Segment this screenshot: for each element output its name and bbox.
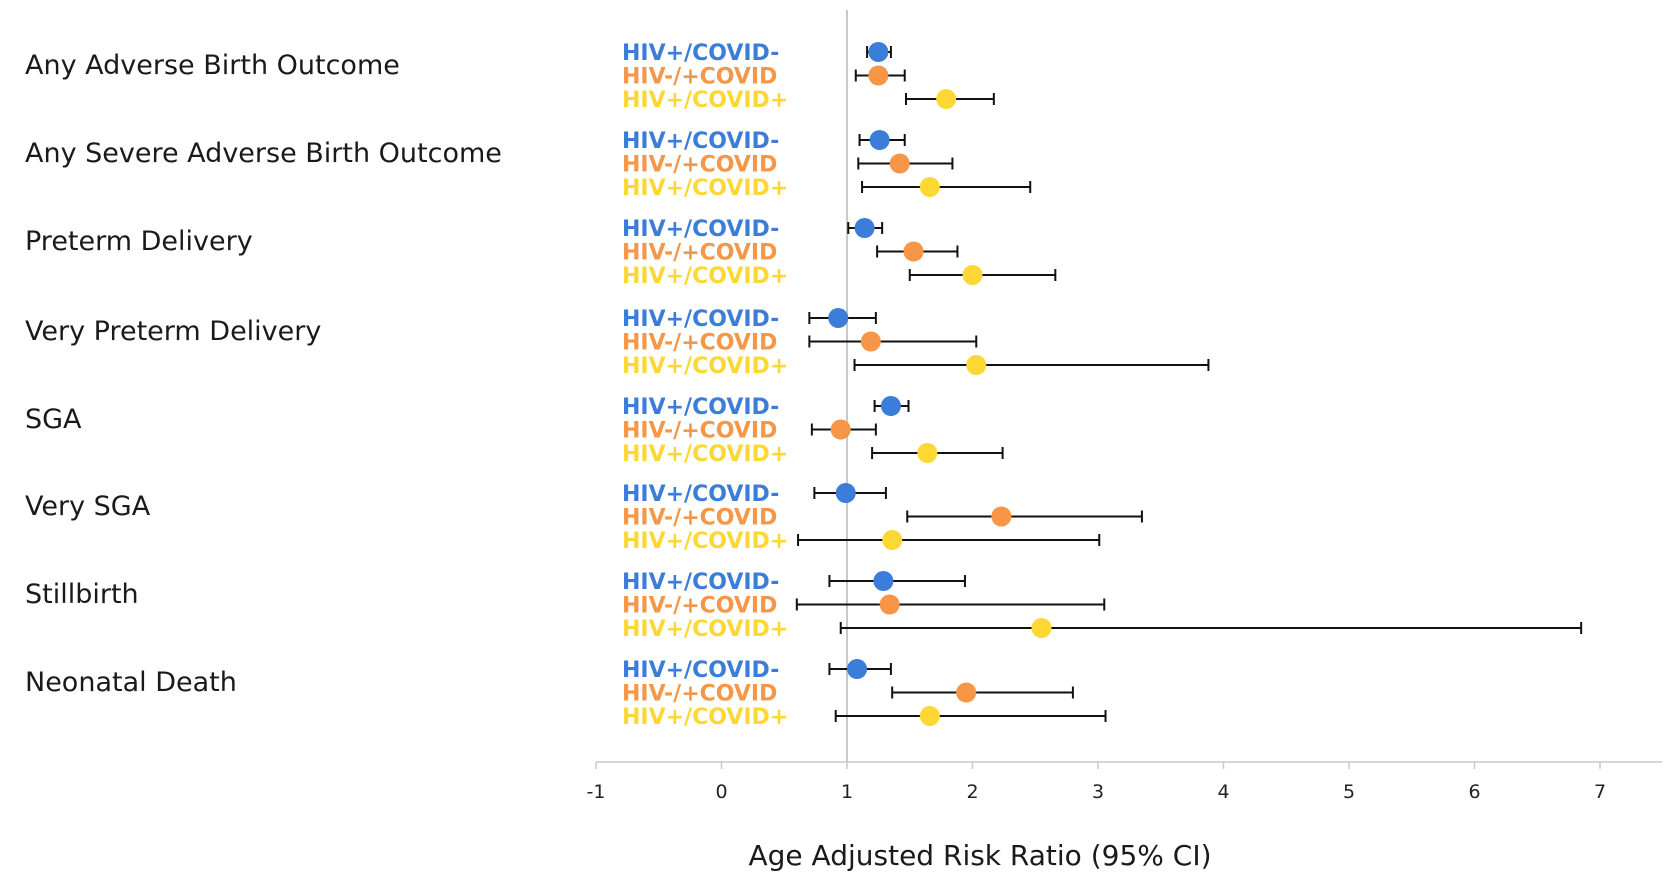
point-estimate	[835, 483, 856, 503]
outcome-labels: Any Adverse Birth Outcome Any Severe Adve…	[25, 50, 502, 698]
x-tick-label: 4	[1217, 781, 1229, 803]
group-label: HIV+/COVID-	[622, 395, 779, 420]
point-estimate	[879, 594, 900, 615]
group-label: HIV-/+COVID	[622, 331, 777, 356]
x-tick-label: 0	[715, 781, 727, 803]
x-tick-label: 7	[1594, 781, 1606, 803]
point-estimate	[882, 530, 903, 550]
point-estimate	[917, 443, 938, 463]
point-estimate	[956, 682, 977, 703]
group-label: HIV+/COVID+	[622, 354, 788, 379]
point-estimate	[828, 308, 849, 328]
group-label: HIV+/COVID-	[622, 570, 779, 595]
point-estimate	[919, 177, 940, 197]
point-estimate	[880, 396, 901, 416]
group-label: HIV-/+COVID	[622, 506, 777, 531]
point-estimate	[962, 265, 983, 285]
point-estimate	[847, 659, 868, 679]
group-label: HIV+/COVID+	[622, 88, 788, 113]
point-estimate	[868, 65, 889, 86]
point-estimate	[1031, 618, 1052, 638]
x-tick-label: 2	[966, 781, 978, 803]
point-estimate	[889, 153, 910, 174]
point-estimate	[868, 42, 889, 62]
group-label: HIV+/COVID+	[622, 617, 788, 642]
point-estimate	[919, 706, 940, 726]
point-estimate	[966, 355, 987, 375]
point-estimate	[991, 506, 1012, 527]
x-tick-label: 5	[1343, 781, 1355, 803]
outcome-label: SGA	[25, 404, 82, 435]
x-axis-title: Age Adjusted Risk Ratio (95% CI)	[749, 839, 1212, 872]
point-estimate	[873, 571, 894, 591]
group-label: HIV+/COVID+	[622, 529, 788, 554]
group-label: HIV-/+COVID	[622, 594, 777, 619]
group-label: HIV+/COVID-	[622, 217, 779, 242]
group-label: HIV-/+COVID	[622, 65, 777, 90]
group-label: HIV+/COVID+	[622, 442, 788, 467]
point-estimate	[860, 331, 881, 352]
x-tick-label: -1	[587, 781, 606, 803]
group-label: HIV+/COVID-	[622, 658, 779, 683]
group-label: HIV-/+COVID	[622, 241, 777, 266]
outcome-label: Stillbirth	[25, 579, 139, 610]
group-label: HIV-/+COVID	[622, 682, 777, 707]
point-estimate	[854, 218, 875, 238]
group-label: HIV+/COVID-	[622, 41, 779, 66]
x-axis: -1 0 1 2 3 4 5 6 7	[587, 761, 1662, 803]
group-label: HIV+/COVID+	[622, 176, 788, 201]
outcome-label: Neonatal Death	[25, 667, 237, 698]
point-estimate	[936, 89, 957, 109]
group-label: HIV-/+COVID	[622, 419, 777, 444]
outcome-label: Any Severe Adverse Birth Outcome	[25, 138, 502, 169]
point-estimate	[903, 241, 924, 262]
group-label: HIV+/COVID+	[622, 705, 788, 730]
group-label: HIV+/COVID+	[622, 264, 788, 289]
outcome-label: Preterm Delivery	[25, 226, 253, 257]
group-label: HIV+/COVID-	[622, 129, 779, 154]
group-label: HIV-/+COVID	[622, 153, 777, 178]
group-label: HIV+/COVID-	[622, 307, 779, 332]
data-marks	[795, 42, 1583, 726]
x-tick-label: 3	[1092, 781, 1104, 803]
outcome-label: Very Preterm Delivery	[25, 316, 321, 347]
point-estimate	[830, 419, 851, 440]
x-tick-label: 6	[1468, 781, 1480, 803]
group-label: HIV+/COVID-	[622, 482, 779, 507]
outcome-label: Very SGA	[25, 491, 151, 522]
point-estimate	[869, 130, 890, 150]
group-labels: HIV+/COVID-HIV-/+COVIDHIV+/COVID+HIV+/CO…	[622, 41, 788, 730]
x-tick-label: 1	[841, 781, 853, 803]
outcome-label: Any Adverse Birth Outcome	[25, 50, 400, 81]
